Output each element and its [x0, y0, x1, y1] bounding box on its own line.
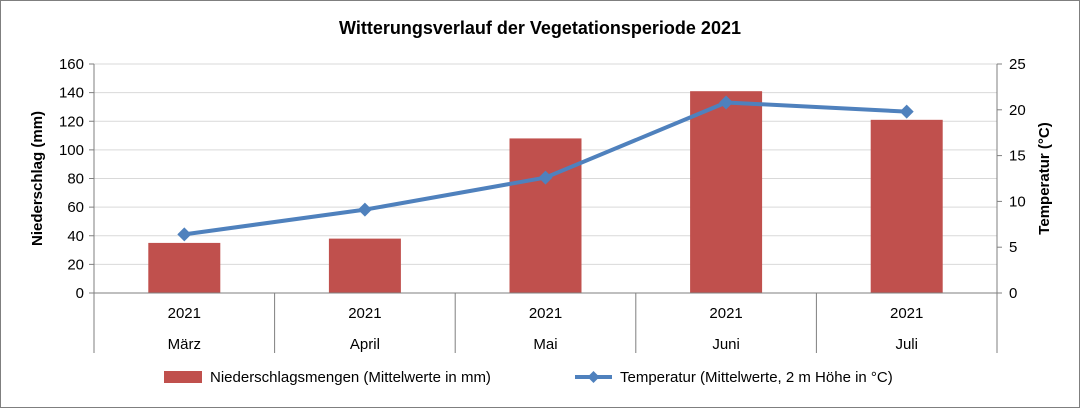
- chart-title: Witterungsverlauf der Vegetationsperiode…: [339, 18, 741, 38]
- x-tick-label-year: 2021: [709, 305, 742, 322]
- temperature-point: [538, 170, 553, 185]
- y-tick-label-left: 0: [76, 285, 84, 302]
- legend: Niederschlagsmengen (Mittelwerte in mm) T…: [164, 369, 893, 386]
- x-tick-label-year: 2021: [348, 305, 381, 322]
- y-tick-label-left: 20: [67, 256, 84, 273]
- x-tick-label-month: März: [168, 336, 201, 353]
- temperature-point: [719, 95, 734, 110]
- axes: [89, 63, 1002, 353]
- y-tick-label-right: 0: [1009, 285, 1017, 302]
- bar: [870, 119, 943, 293]
- line-series: [177, 95, 914, 242]
- y-tick-label-right: 5: [1009, 239, 1017, 256]
- bar: [690, 91, 763, 293]
- y-tick-label-left: 80: [67, 171, 84, 188]
- x-tick-label-month: April: [350, 336, 380, 353]
- x-tick-label-month: Juni: [712, 336, 740, 353]
- legend-marker-line: [587, 371, 600, 383]
- bar-series: [148, 91, 943, 293]
- y-axis-title-right: Temperatur (°C): [1036, 122, 1053, 234]
- legend-swatch-bar: [164, 371, 202, 383]
- bar: [509, 138, 582, 293]
- x-tick-label-month: Juli: [895, 336, 918, 353]
- y-tick-label-left: 120: [59, 113, 84, 130]
- y-tick-label-left: 100: [59, 142, 84, 159]
- legend-label-line: Temperatur (Mittelwerte, 2 m Höhe in °C): [620, 369, 893, 386]
- legend-label-bar: Niederschlagsmengen (Mittelwerte in mm): [210, 369, 491, 386]
- y-tick-label-right: 15: [1009, 148, 1026, 165]
- x-tick-label-year: 2021: [890, 305, 923, 322]
- x-tick-label-month: Mai: [533, 336, 557, 353]
- temperature-point: [899, 104, 914, 119]
- bar: [328, 238, 401, 293]
- y-tick-label-left: 160: [59, 56, 84, 73]
- y-tick-label-right: 20: [1009, 102, 1026, 119]
- y-tick-label-right: 10: [1009, 193, 1026, 210]
- x-tick-label-year: 2021: [529, 305, 562, 322]
- y-tick-label-left: 40: [67, 228, 84, 245]
- tick-labels: 0 20 40 60 80 100 120 140 160 0 5 10 15 20 25 2021 März 2…: [59, 56, 1026, 353]
- y-tick-label-right: 25: [1009, 56, 1026, 73]
- temperature-point: [357, 202, 372, 217]
- y-tick-label-left: 140: [59, 85, 84, 102]
- temperature-point: [177, 227, 192, 242]
- y-axis-title-left: Niederschlag (mm): [29, 111, 46, 246]
- bar: [148, 242, 221, 293]
- y-tick-label-left: 60: [67, 199, 84, 216]
- x-tick-label-year: 2021: [168, 305, 201, 322]
